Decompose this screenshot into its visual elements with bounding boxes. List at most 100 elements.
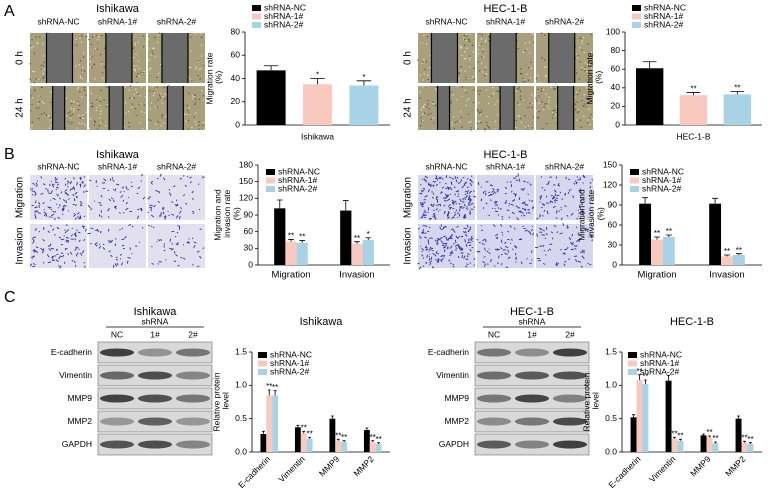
cell bbox=[78, 239, 81, 243]
cell bbox=[522, 187, 526, 191]
cell bbox=[57, 216, 61, 219]
cell bbox=[51, 256, 54, 260]
cell bbox=[45, 213, 48, 217]
cell bbox=[130, 129, 132, 131]
cell bbox=[81, 77, 83, 80]
cell bbox=[119, 191, 122, 193]
cell bbox=[69, 251, 73, 255]
cell bbox=[122, 199, 125, 202]
cell bbox=[59, 255, 62, 258]
cell bbox=[82, 225, 85, 229]
cell bbox=[34, 214, 37, 218]
y-tick-label: 0.5 bbox=[235, 413, 247, 423]
cell bbox=[77, 108, 80, 111]
cell bbox=[464, 198, 467, 200]
blot-band bbox=[514, 394, 550, 403]
cell bbox=[41, 42, 44, 45]
x-tick-label: Invasion bbox=[709, 270, 744, 281]
cell bbox=[175, 215, 179, 219]
cell bbox=[536, 233, 539, 237]
cell bbox=[494, 120, 497, 123]
cell bbox=[79, 37, 81, 40]
bar bbox=[294, 427, 301, 452]
blot-band bbox=[552, 371, 588, 380]
cell bbox=[201, 122, 204, 124]
cell bbox=[42, 248, 45, 252]
cell bbox=[553, 199, 556, 202]
cell bbox=[464, 44, 466, 47]
cell bbox=[429, 237, 431, 240]
cell bbox=[48, 248, 52, 251]
cell bbox=[168, 188, 171, 191]
cell bbox=[492, 192, 495, 195]
cell bbox=[469, 33, 471, 35]
micrograph-image bbox=[476, 224, 534, 269]
cell bbox=[128, 121, 130, 124]
cell bbox=[152, 94, 155, 97]
cell bbox=[576, 101, 578, 103]
cell bbox=[581, 67, 583, 69]
blot-band bbox=[99, 440, 135, 449]
cell bbox=[84, 124, 86, 126]
cell bbox=[36, 180, 38, 182]
cell bbox=[524, 126, 527, 128]
cell bbox=[527, 181, 529, 184]
cell bbox=[72, 193, 75, 197]
cell bbox=[29, 63, 31, 65]
cell bbox=[461, 207, 463, 209]
cell bbox=[576, 111, 579, 114]
cell bbox=[589, 123, 591, 126]
cell bbox=[114, 205, 117, 210]
cell bbox=[32, 70, 34, 73]
legend-label: shRNA-2# bbox=[264, 19, 303, 29]
cell bbox=[69, 123, 71, 125]
cell bbox=[67, 186, 69, 188]
cell bbox=[524, 204, 526, 207]
cell bbox=[71, 121, 73, 124]
significance-mark: ** bbox=[666, 227, 672, 236]
cell bbox=[131, 225, 134, 228]
cell bbox=[42, 65, 45, 67]
cell bbox=[581, 49, 583, 51]
cell bbox=[82, 181, 84, 184]
cell bbox=[429, 183, 432, 186]
cell bbox=[197, 74, 199, 77]
cell bbox=[80, 204, 83, 207]
cell bbox=[564, 193, 566, 196]
cell bbox=[93, 64, 95, 66]
cell bbox=[127, 111, 130, 113]
cell bbox=[446, 238, 449, 241]
y-tick-label: 100 bbox=[606, 26, 620, 36]
cell bbox=[38, 107, 40, 109]
y-tick-label: 60 bbox=[231, 50, 241, 60]
cell bbox=[77, 86, 80, 89]
cell bbox=[562, 223, 564, 227]
legend-swatch bbox=[252, 22, 261, 28]
blot-row-label: MMP2 bbox=[67, 416, 92, 426]
cell bbox=[531, 127, 533, 129]
cell bbox=[428, 218, 432, 221]
cell bbox=[75, 195, 78, 198]
cell bbox=[432, 266, 434, 269]
cell bbox=[464, 38, 466, 41]
panel-label: A bbox=[4, 3, 15, 20]
cell bbox=[176, 242, 179, 246]
cell bbox=[199, 255, 202, 259]
cell bbox=[539, 195, 543, 197]
cell bbox=[91, 105, 93, 108]
cell bbox=[99, 96, 102, 99]
cell bbox=[465, 77, 467, 79]
bar bbox=[712, 443, 719, 452]
error-bar bbox=[261, 430, 265, 434]
cell bbox=[443, 204, 446, 207]
error-bar bbox=[686, 92, 701, 96]
significance-mark: ** bbox=[335, 431, 341, 440]
cell bbox=[591, 55, 594, 57]
error-bar bbox=[288, 239, 294, 242]
cell bbox=[577, 109, 579, 111]
bar bbox=[642, 384, 649, 452]
cell bbox=[100, 110, 102, 112]
cell bbox=[158, 32, 160, 35]
cell bbox=[536, 217, 539, 220]
cell bbox=[99, 54, 102, 56]
